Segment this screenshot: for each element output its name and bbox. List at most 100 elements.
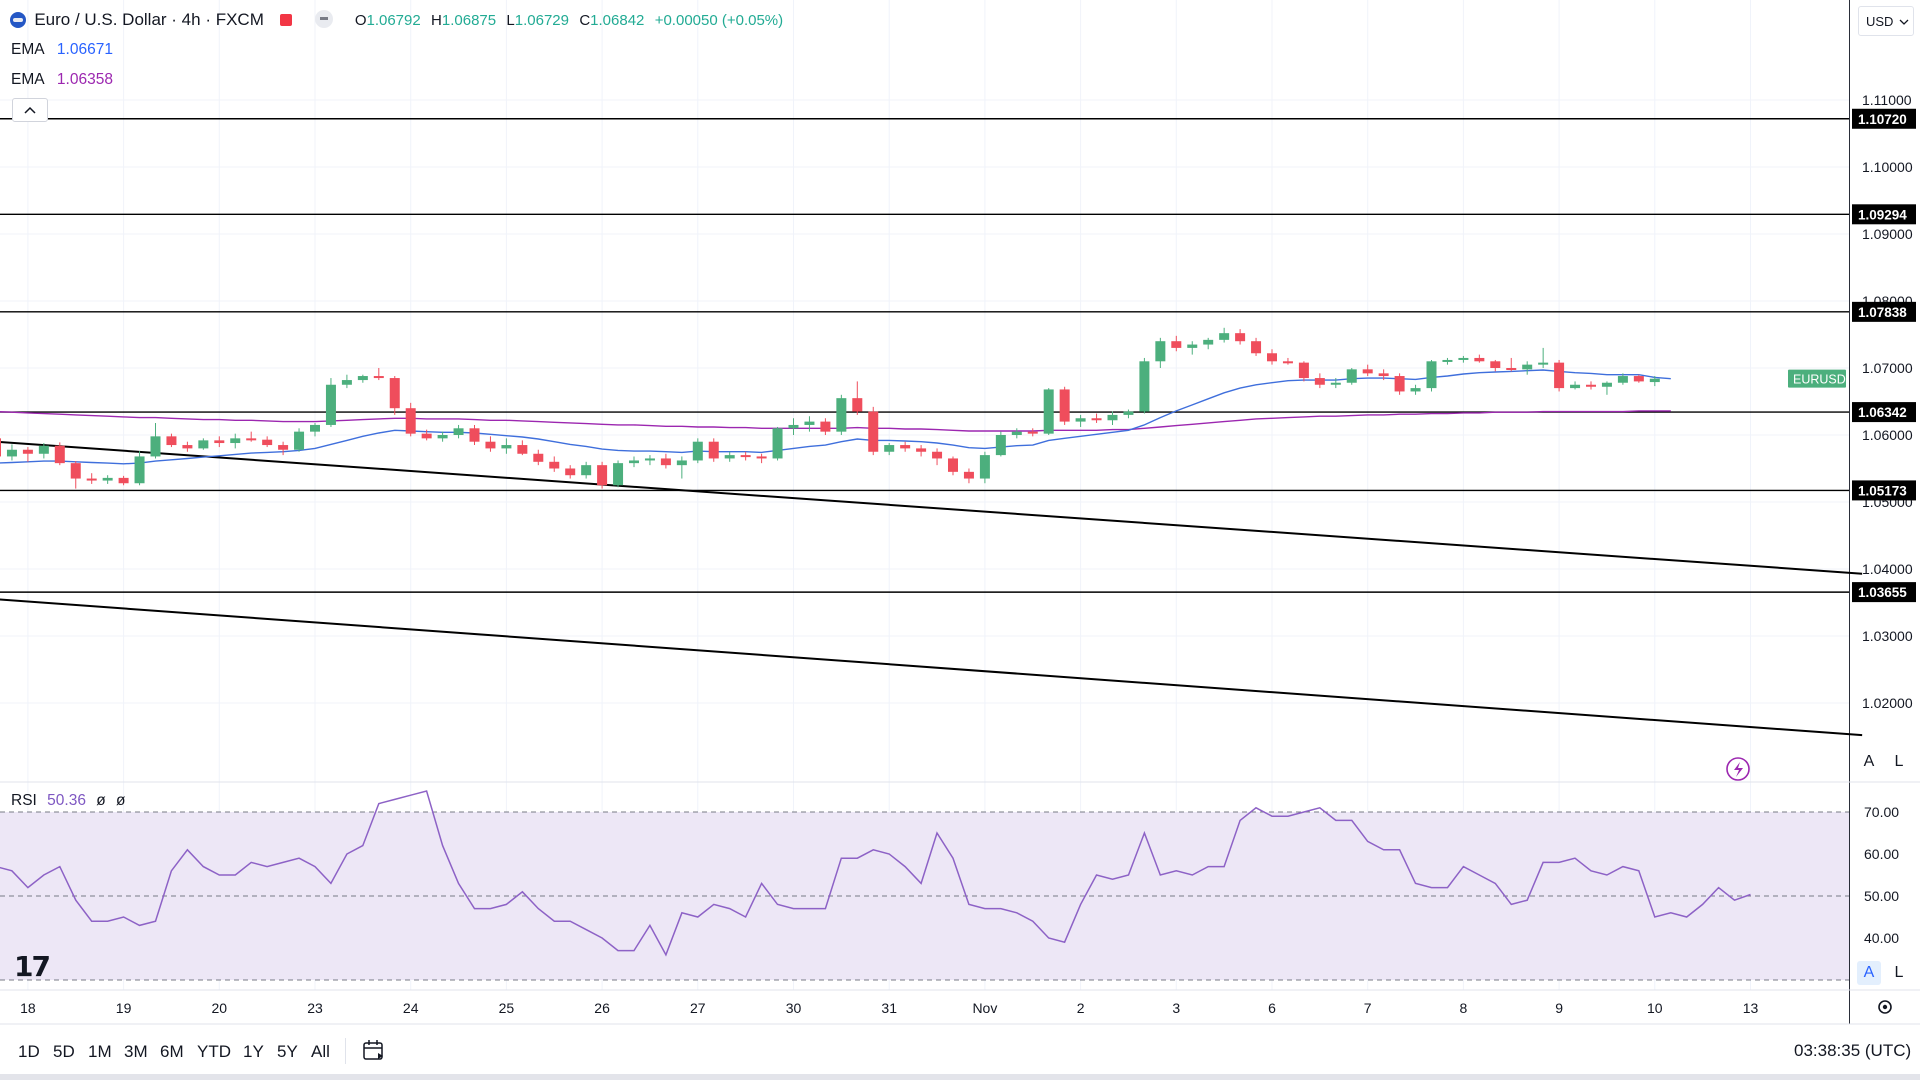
level-label: 1.06342 bbox=[1858, 405, 1907, 420]
symbol-tag: EURUSD bbox=[1793, 373, 1846, 387]
candle-body bbox=[341, 380, 352, 385]
price-tick-label: 1.04000 bbox=[1862, 561, 1913, 577]
candle-body bbox=[1410, 388, 1421, 392]
open-value: 1.06792 bbox=[366, 12, 421, 29]
level-label-bg bbox=[1852, 402, 1916, 423]
tf-1m[interactable]: 1M bbox=[88, 1042, 112, 1061]
candle-body bbox=[437, 435, 448, 439]
hide-ohlc-icon[interactable] bbox=[314, 10, 333, 28]
candle-body bbox=[1554, 362, 1565, 389]
time-tick-label: 26 bbox=[594, 1000, 610, 1016]
ema-fast-value: 1.06671 bbox=[56, 41, 113, 58]
candle-body bbox=[6, 449, 17, 457]
high-value: 1.06875 bbox=[441, 12, 497, 29]
time-tick-label: 10 bbox=[1647, 1000, 1663, 1016]
symbol-title[interactable]: Euro / U.S. Dollar · 4h · FXCM bbox=[34, 10, 264, 29]
candle-body bbox=[421, 433, 432, 439]
candle-body bbox=[1633, 376, 1644, 382]
rsi-band bbox=[0, 812, 1849, 980]
candle-body bbox=[533, 453, 544, 462]
candle-body bbox=[230, 438, 241, 444]
candle-body bbox=[1203, 339, 1214, 345]
candle-body bbox=[1235, 333, 1246, 342]
tf-1y[interactable]: 1Y bbox=[243, 1042, 264, 1061]
candle-body bbox=[214, 440, 225, 444]
candle-body bbox=[1027, 431, 1038, 434]
calendar-goto-icon[interactable] bbox=[361, 1038, 387, 1064]
rsi-auto-scale-button[interactable]: A bbox=[1857, 961, 1881, 985]
candle-body bbox=[1378, 373, 1389, 377]
ema-slow-legend[interactable]: EMA 1.06358 bbox=[11, 71, 113, 89]
tf-1d[interactable]: 1D bbox=[18, 1042, 40, 1061]
candle-body bbox=[1059, 389, 1070, 422]
auto-scale-button[interactable]: A bbox=[1863, 753, 1875, 770]
candle-body bbox=[1251, 341, 1262, 354]
candle-body bbox=[22, 449, 33, 454]
tf-ytd[interactable]: YTD bbox=[197, 1042, 231, 1061]
rsi-log-scale-button[interactable]: L bbox=[1894, 964, 1904, 981]
candle-body bbox=[1267, 353, 1277, 362]
ema-fast-legend[interactable]: EMA 1.06671 bbox=[11, 41, 113, 59]
candle-body bbox=[501, 445, 512, 449]
candle-body bbox=[852, 398, 863, 412]
rsi-tick-label: 40.00 bbox=[1864, 930, 1899, 946]
timeframe-bar: 1D 5D 1M 3M 6M YTD 1Y 5Y All bbox=[0, 1024, 1850, 1076]
candle-body bbox=[884, 445, 895, 452]
time-tick-label: 24 bbox=[403, 1000, 419, 1016]
candle-body bbox=[70, 463, 81, 479]
time-tick-label: 2 bbox=[1077, 1000, 1085, 1016]
settings-button[interactable] bbox=[1873, 996, 1897, 1020]
candle-body bbox=[1075, 418, 1086, 422]
candle-body bbox=[1043, 389, 1054, 434]
candle-body bbox=[916, 448, 927, 452]
candle-body bbox=[325, 384, 336, 425]
candle-body bbox=[1155, 341, 1166, 362]
candle-body bbox=[373, 376, 384, 379]
rsi-legend[interactable]: RSI 50.36 ø ø bbox=[11, 792, 126, 810]
candle-body bbox=[836, 398, 847, 432]
candle-body bbox=[453, 428, 464, 435]
tf-5d[interactable]: 5D bbox=[53, 1042, 75, 1061]
candle-body bbox=[549, 461, 560, 469]
rsi-tick-label: 70.00 bbox=[1864, 804, 1899, 820]
candle-body bbox=[166, 436, 177, 446]
rsi-extra-1: ø bbox=[96, 792, 106, 809]
candle-body bbox=[708, 441, 719, 459]
candle-body bbox=[1282, 361, 1293, 364]
level-label-bg bbox=[1852, 582, 1916, 603]
close-value: 1.06842 bbox=[590, 12, 645, 29]
currency-select[interactable]: USD bbox=[1858, 6, 1914, 36]
tf-all[interactable]: All bbox=[311, 1042, 330, 1061]
collapse-legend-button[interactable] bbox=[12, 98, 48, 122]
candle-body bbox=[948, 458, 958, 472]
price-tick-label: 1.10000 bbox=[1862, 159, 1913, 175]
flash-icon-bolt bbox=[1734, 762, 1743, 777]
log-scale-button[interactable]: L bbox=[1894, 753, 1904, 770]
candle-body bbox=[54, 445, 65, 464]
tf-6m[interactable]: 6M bbox=[160, 1042, 184, 1061]
change-value: +0.00050 (+0.05%) bbox=[654, 12, 784, 29]
tradingview-logo[interactable]: 17 bbox=[14, 950, 51, 983]
candle-body bbox=[1123, 411, 1134, 415]
tf-3m[interactable]: 3M bbox=[124, 1042, 148, 1061]
candle-body bbox=[1586, 384, 1596, 387]
candle-body bbox=[118, 477, 129, 484]
open-label: O bbox=[354, 12, 367, 29]
tf-5y[interactable]: 5Y bbox=[277, 1042, 298, 1061]
candle-body bbox=[405, 408, 416, 434]
utc-clock[interactable]: 03:38:35 (UTC) bbox=[1794, 1041, 1912, 1060]
time-tick-label: 3 bbox=[1172, 1000, 1180, 1016]
toolbar-divider bbox=[345, 1038, 346, 1064]
candle-body bbox=[1139, 361, 1150, 412]
candle-body bbox=[485, 441, 496, 449]
level-label: 1.09294 bbox=[1858, 207, 1907, 222]
time-tick-label: 9 bbox=[1555, 1000, 1563, 1016]
price-tick-label: 1.11000 bbox=[1862, 92, 1912, 108]
candle-body bbox=[1506, 368, 1517, 370]
candle-body bbox=[581, 465, 592, 476]
candle-body bbox=[756, 456, 767, 459]
level-label-bg bbox=[1852, 480, 1916, 501]
candle-body bbox=[900, 445, 911, 449]
